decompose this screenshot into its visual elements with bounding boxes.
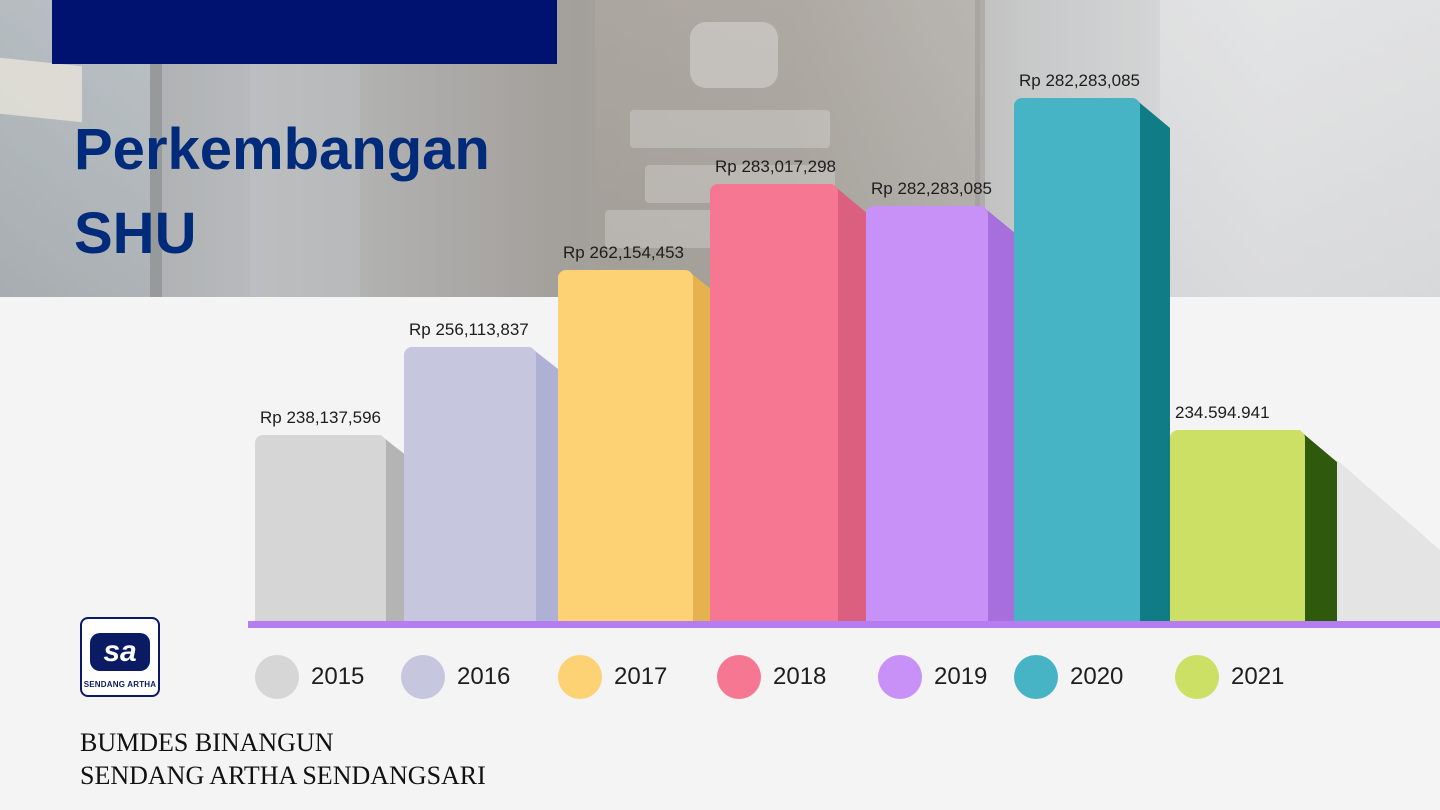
legend-swatch (717, 655, 761, 699)
page-title: Perkembangan SHU (74, 108, 594, 276)
photo-logo-ghost (690, 22, 778, 88)
bar-value-label-2021: 234.594.941 (1175, 403, 1270, 422)
page-title-line: SHU (74, 201, 197, 266)
bar-value-label-2020: Rp 282,283,085 (1019, 71, 1140, 90)
bar-base-2018 (710, 609, 838, 621)
logo-mark: sa (90, 633, 150, 671)
bar-2018 (710, 184, 838, 621)
bar-base-2016 (404, 609, 536, 621)
bar-side-2021 (1299, 430, 1337, 621)
bar-base-2019 (866, 609, 988, 621)
photo-text-ghost (605, 210, 725, 248)
page-title-line: Perkembangan (74, 117, 490, 182)
bar-value-label-2017: Rp 262,154,453 (563, 243, 684, 262)
bar-2021 (1170, 430, 1305, 621)
sendang-artha-logo: sa SENDANG ARTHA (80, 617, 160, 697)
organization-name-line: BUMDES BINANGUN (80, 728, 334, 757)
bar-side-2020 (1134, 98, 1170, 621)
chart-labels-layer: Rp 238,137,596 Rp 256,113,837 Rp 262,154,4… (260, 71, 1270, 427)
bar-side-2018 (832, 184, 868, 621)
bar-side-2017 (687, 270, 716, 621)
bar-2019 (866, 206, 988, 621)
bar-2020 (1014, 98, 1140, 621)
legend-swatch (401, 655, 445, 699)
legend-swatch (1014, 655, 1058, 699)
legend-label: 2016 (457, 663, 511, 690)
legend-label: 2021 (1231, 663, 1285, 690)
organization-name-line: SENDANG ARTHA SENDANGSARI (80, 761, 486, 790)
chart-baseline (248, 621, 1440, 628)
legend-item-2016: 2016 (401, 655, 510, 699)
bar-2015 (255, 435, 386, 621)
legend-item-2020: 2020 (1014, 655, 1123, 699)
legend-item-2017: 2017 (558, 655, 667, 699)
bar-value-label-2018: Rp 283,017,298 (715, 157, 836, 176)
organization-name: BUMDES BINANGUN SENDANG ARTHA SENDANGSAR… (80, 726, 486, 792)
chart-shadow-layer (1337, 460, 1440, 621)
legend-item-2015: 2015 (255, 655, 364, 699)
shu-bar-chart: Rp 238,137,596 Rp 256,113,837 Rp 262,154,4… (248, 71, 1440, 628)
bar-shadow (1337, 460, 1440, 621)
legend-swatch (558, 655, 602, 699)
legend-label: 2017 (614, 663, 668, 690)
bar-value-label-2016: Rp 256,113,837 (409, 320, 529, 339)
bar-base-2021 (1170, 609, 1305, 621)
bar-side-2015 (380, 435, 407, 621)
bar-side-2016 (530, 347, 558, 621)
photo-text-ghost (630, 110, 830, 148)
bar-base-2017 (558, 609, 693, 621)
photo-frame (150, 0, 162, 297)
legend-label: 2015 (311, 663, 365, 690)
bar-2016 (404, 347, 536, 621)
chart-legend: 2015 2016 2017 2018 2019 2020 2021 (0, 655, 1440, 701)
legend-swatch (1175, 655, 1219, 699)
bar-value-label-2015: Rp 238,137,596 (260, 408, 381, 427)
bar-value-label-2019: Rp 282,283,085 (871, 179, 992, 198)
legend-item-2018: 2018 (717, 655, 826, 699)
bar-base-2020 (1014, 609, 1140, 621)
legend-item-2021: 2021 (1175, 655, 1284, 699)
chart-bars-layer (255, 98, 1337, 621)
bar-2017 (558, 270, 693, 621)
legend-label: 2018 (773, 663, 827, 690)
legend-label: 2019 (934, 663, 988, 690)
header-accent-bar (52, 0, 557, 64)
logo-caption: SENDANG ARTHA (83, 680, 157, 689)
photo-frame-right (975, 0, 985, 297)
photo-wall-right (1160, 0, 1440, 297)
legend-item-2019: 2019 (878, 655, 987, 699)
bar-side-2019 (982, 206, 1015, 621)
legend-swatch (255, 655, 299, 699)
legend-swatch (878, 655, 922, 699)
legend-label: 2020 (1070, 663, 1124, 690)
bar-base-2015 (255, 609, 386, 621)
